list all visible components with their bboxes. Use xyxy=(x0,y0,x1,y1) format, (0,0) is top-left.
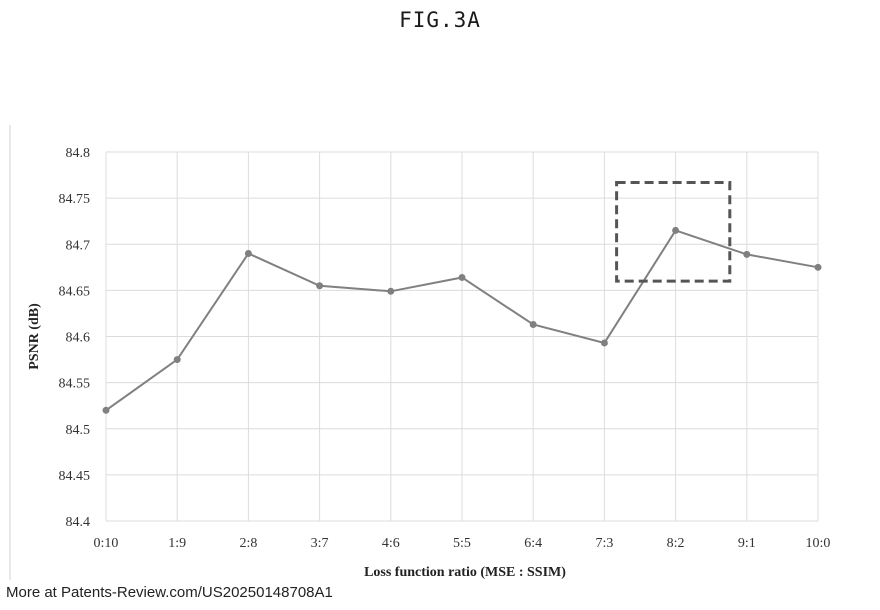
x-tick-label: 5:5 xyxy=(453,536,471,551)
data-point xyxy=(459,274,466,281)
y-tick-label: 84.45 xyxy=(59,469,91,484)
data-point xyxy=(743,251,750,258)
x-tick-label: 2:8 xyxy=(239,536,257,551)
line-chart: 84.4 84.45 84.5 84.55 84.6 84.65 84.7 84.75 84.8… xyxy=(0,0,880,580)
x-tick-label: 9:1 xyxy=(738,536,756,551)
x-tick-label: 3:7 xyxy=(311,536,329,551)
x-tick-label: 10:0 xyxy=(806,536,831,551)
data-point xyxy=(245,250,252,257)
x-tick-label: 6:4 xyxy=(524,536,542,551)
data-point xyxy=(672,227,679,234)
y-tick-label: 84.6 xyxy=(66,331,91,346)
x-tick-label: 4:6 xyxy=(382,536,400,551)
grid-lines xyxy=(106,152,818,521)
x-tick-label: 1:9 xyxy=(168,536,186,551)
y-tick-label: 84.7 xyxy=(66,238,91,253)
data-point xyxy=(174,356,181,363)
data-point xyxy=(103,407,110,414)
data-point xyxy=(316,282,323,289)
footer-source-text: More at Patents-Review.com/US20250148708… xyxy=(6,584,333,601)
data-point xyxy=(387,288,394,295)
y-tick-labels: 84.4 84.45 84.5 84.55 84.6 84.65 84.7 84.75 84.8 xyxy=(59,146,91,530)
x-tick-label: 0:10 xyxy=(94,536,119,551)
y-tick-label: 84.8 xyxy=(66,146,91,161)
x-axis-label: Loss function ratio (MSE : SSIM) xyxy=(364,565,566,580)
x-tick-label: 8:2 xyxy=(667,536,685,551)
data-point xyxy=(601,339,608,346)
y-tick-label: 84.4 xyxy=(66,515,91,530)
y-tick-label: 84.65 xyxy=(59,284,91,299)
data-point xyxy=(530,321,537,328)
y-tick-label: 84.5 xyxy=(66,423,91,438)
x-tick-labels: 0:10 1:9 2:8 3:7 4:6 5:5 6:4 7:3 8:2 9:1 10:0 xyxy=(94,536,831,551)
y-tick-label: 84.55 xyxy=(59,377,91,392)
y-axis-label: PSNR (dB) xyxy=(27,303,42,370)
x-tick-label: 7:3 xyxy=(595,536,613,551)
data-point xyxy=(815,264,822,271)
y-tick-label: 84.75 xyxy=(59,192,91,207)
